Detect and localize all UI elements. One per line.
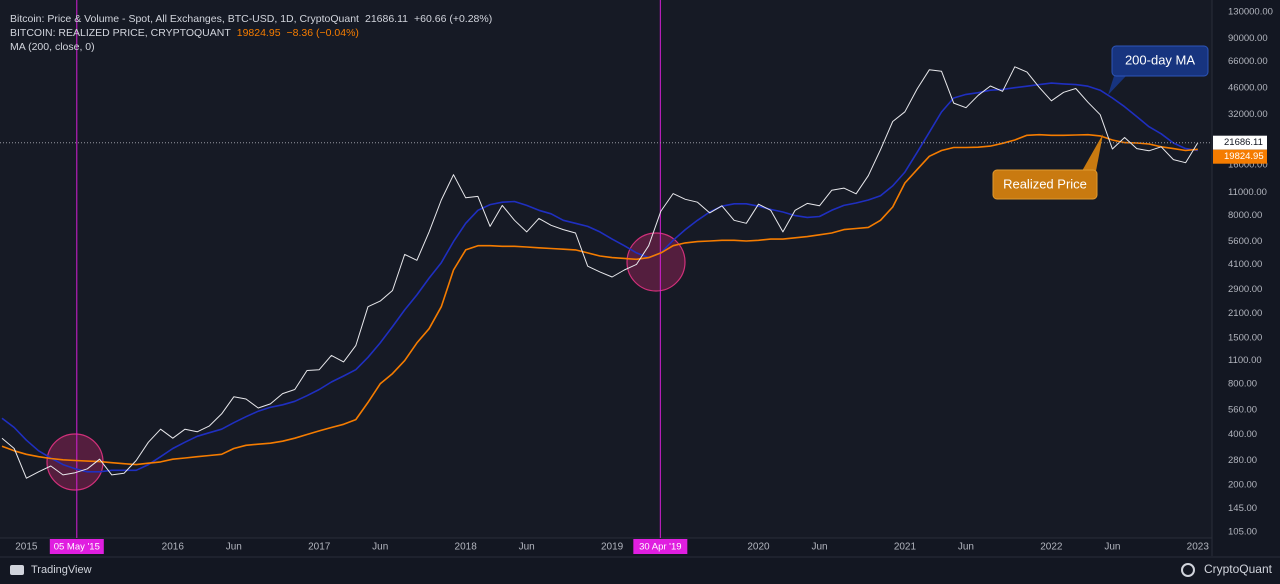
legend-line: Bitcoin: Price & Volume - Spot, All Exch…	[10, 13, 492, 25]
footer-right: CryptoQuant	[1204, 562, 1273, 576]
y-tick-label: 16000.00	[1228, 159, 1268, 170]
x-tick-label: 2018	[455, 542, 478, 553]
last-price-box	[1213, 149, 1267, 164]
y-tick-label: 1500.00	[1228, 332, 1262, 343]
y-tick-label: 5600.00	[1228, 236, 1262, 247]
marker-label: 05 May '15	[54, 542, 100, 553]
callout-text: Realized Price	[1003, 176, 1087, 191]
legend-line: BITCOIN: REALIZED PRICE, CRYPTOQUANT 1982…	[10, 27, 359, 39]
callout-box	[1111, 45, 1209, 77]
footer-logo	[1181, 563, 1195, 577]
callout-pointer	[1108, 76, 1126, 95]
marker-label-box	[633, 539, 688, 554]
x-tick-label: 2020	[747, 542, 770, 553]
y-tick-label: 145.00	[1228, 503, 1257, 514]
legend-change: +60.66 (+0.28%)	[414, 13, 492, 25]
x-tick-label: 2017	[308, 542, 331, 553]
callout-text: 200-day MA	[1125, 52, 1195, 67]
y-tick-label: 2100.00	[1228, 308, 1262, 319]
y-tick-label: 105.00	[1228, 527, 1257, 538]
series-layer	[0, 0, 1212, 538]
marker-label: 30 Apr '19	[639, 542, 682, 553]
x-tick-label: Jun	[1104, 542, 1120, 553]
legend-name: BITCOIN: REALIZED PRICE, CRYPTOQUANT	[10, 27, 231, 39]
last-price-box	[1213, 135, 1267, 150]
last-price-label: 21686.11	[1224, 137, 1263, 148]
series-line	[1, 66, 1199, 479]
x-tick-label: Jun	[958, 542, 974, 553]
y-tick-label: 800.00	[1228, 378, 1257, 389]
plot-area	[0, 0, 1212, 538]
last-price-label: 19824.95	[1224, 151, 1264, 162]
legend-name: MA (200, close, 0)	[10, 41, 95, 53]
y-tick-label: 280.00	[1228, 455, 1257, 466]
x-tick-label: 2023	[1187, 542, 1210, 553]
legend-change: −8.36 (−0.04%)	[287, 27, 359, 39]
y-tick-label: 90000.00	[1228, 33, 1268, 44]
y-tick-label: 66000.00	[1228, 56, 1268, 67]
x-tick-label: 2019	[601, 542, 624, 553]
y-tick-label: 130000.00	[1228, 6, 1273, 17]
legend-last: 21686.11	[365, 13, 408, 25]
y-tick-label: 32000.00	[1228, 109, 1268, 120]
legend-last: 19824.95	[237, 27, 281, 39]
y-tick-label: 1100.00	[1228, 355, 1262, 366]
series-line	[1, 133, 1198, 466]
y-tick-label: 11000.00	[1228, 187, 1267, 198]
y-tick-label: 8000.00	[1228, 210, 1262, 221]
callout-box	[992, 169, 1098, 200]
footer-logo	[10, 565, 24, 575]
x-tick-label: 2021	[894, 542, 917, 553]
x-tick-label: Jun	[519, 542, 535, 553]
y-tick-label: 400.00	[1228, 429, 1257, 440]
y-tick-label: 560.00	[1228, 404, 1257, 415]
footer-left: TradingView	[31, 564, 92, 576]
highlight-circle	[626, 232, 686, 292]
x-tick-label: 2016	[162, 542, 185, 553]
x-tick-label: Jun	[811, 542, 827, 553]
y-tick-label: 200.00	[1228, 480, 1257, 491]
x-tick-label: 2022	[1040, 542, 1063, 553]
x-tick-label: 2015	[15, 542, 38, 553]
callout-pointer	[1082, 134, 1103, 171]
y-tick-label: 2900.00	[1228, 284, 1262, 295]
marker-label-box	[49, 539, 104, 554]
y-tick-label: 46000.00	[1228, 82, 1268, 93]
x-tick-label: Jun	[226, 542, 242, 553]
x-tick-label: Jun	[372, 542, 388, 553]
legend-name: Bitcoin: Price & Volume - Spot, All Exch…	[10, 13, 359, 25]
y-tick-label: 4100.00	[1228, 259, 1262, 270]
